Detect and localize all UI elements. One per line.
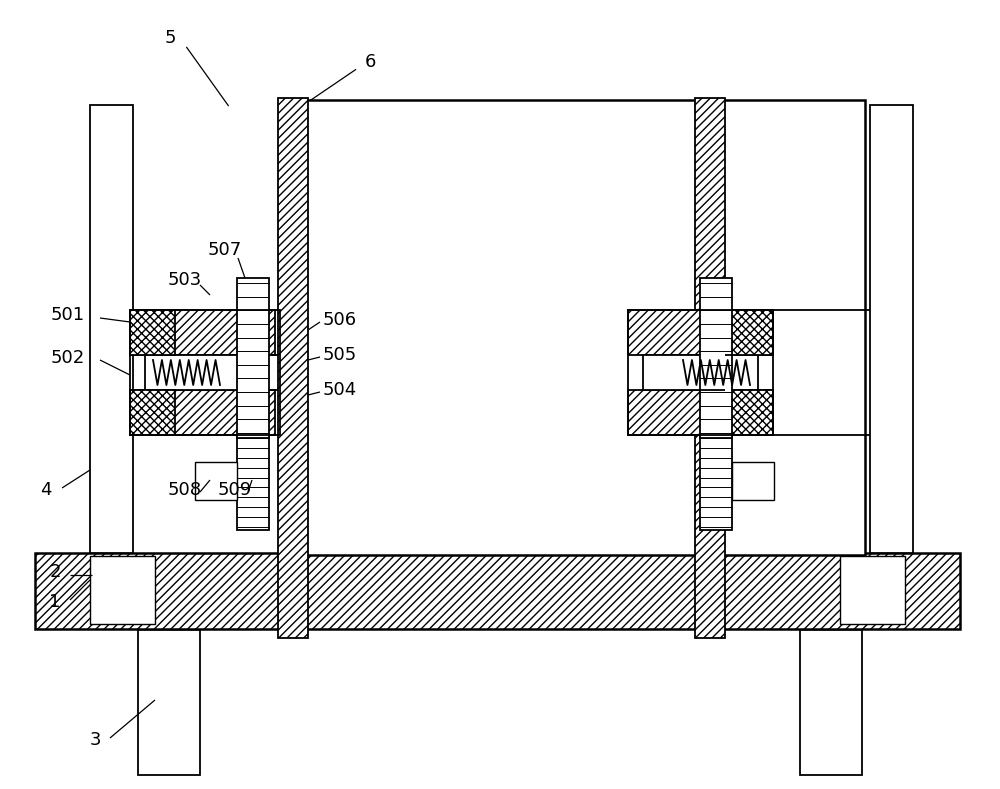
Text: 503: 503 [168, 271, 202, 289]
Bar [130, 310, 280, 435]
Bar [130, 390, 175, 435]
Bar [700, 435, 732, 530]
Text: 1: 1 [49, 593, 61, 611]
Bar [35, 553, 960, 629]
Text: 4: 4 [40, 481, 52, 499]
Text: 506: 506 [323, 311, 357, 329]
Bar [695, 98, 725, 638]
Bar [298, 100, 865, 555]
Text: 504: 504 [323, 381, 357, 399]
Bar [278, 98, 308, 638]
Text: 509: 509 [218, 481, 252, 499]
Bar [90, 556, 155, 624]
Bar [840, 556, 905, 624]
Bar [130, 310, 175, 355]
Bar [643, 355, 758, 390]
Bar [700, 278, 732, 438]
Bar [145, 355, 260, 390]
Bar [138, 630, 200, 775]
Bar [728, 310, 773, 355]
Bar [628, 310, 773, 355]
Bar [728, 390, 773, 435]
Text: 505: 505 [323, 346, 357, 364]
Text: 508: 508 [168, 481, 202, 499]
Bar [130, 390, 275, 435]
Bar [195, 462, 237, 500]
Bar [90, 105, 133, 553]
Text: 3: 3 [89, 731, 101, 749]
Bar [628, 310, 773, 435]
Text: 5: 5 [164, 29, 176, 47]
Bar [870, 105, 913, 553]
Bar [130, 310, 275, 355]
Text: 502: 502 [51, 349, 85, 367]
Text: 507: 507 [208, 241, 242, 259]
Text: 2: 2 [49, 563, 61, 581]
Bar [732, 462, 774, 500]
Bar [237, 435, 269, 530]
Bar [237, 278, 269, 438]
Bar [800, 630, 862, 775]
Bar [628, 390, 773, 435]
Text: 501: 501 [51, 306, 85, 324]
Text: 6: 6 [364, 53, 376, 71]
